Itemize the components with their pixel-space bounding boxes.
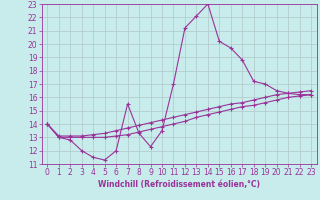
X-axis label: Windchill (Refroidissement éolien,°C): Windchill (Refroidissement éolien,°C) <box>98 180 260 189</box>
